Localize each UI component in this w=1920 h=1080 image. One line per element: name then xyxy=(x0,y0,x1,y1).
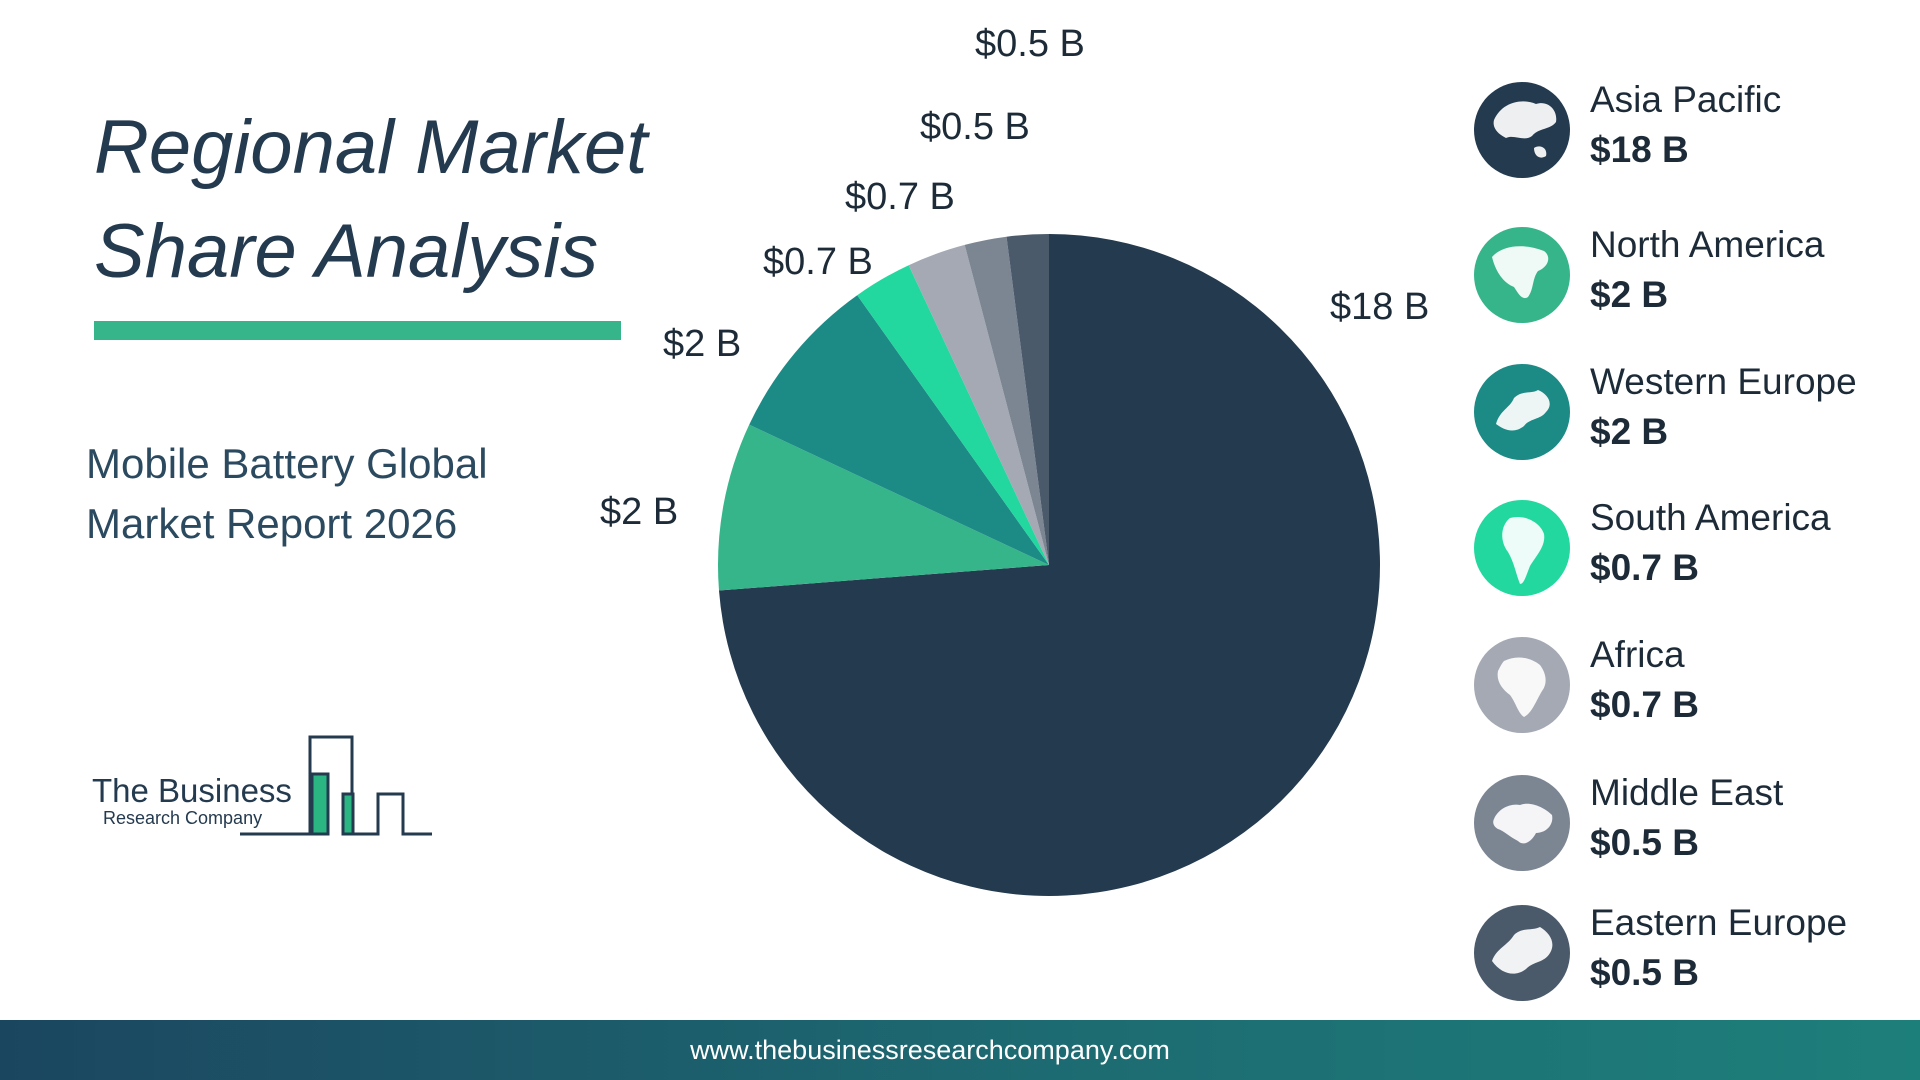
legend-value-eastern-europe: $0.5 B xyxy=(1590,952,1700,993)
legend-item-eastern-europe: Eastern Europe $0.5 B xyxy=(1472,901,1912,1011)
legend-value-north-america: $2 B xyxy=(1590,274,1669,315)
legend-name-south-america: South America xyxy=(1590,497,1831,538)
pie-slice-south-america xyxy=(857,265,1049,565)
slice-label-western-europe: $2 B xyxy=(663,323,742,365)
legend-item-north-america: North America $2 B xyxy=(1472,223,1912,333)
legend-value-middle-east: $0.5 B xyxy=(1590,822,1700,863)
legend-name-eastern-europe: Eastern Europe xyxy=(1590,902,1848,943)
legend-name-middle-east: Middle East xyxy=(1590,772,1784,813)
slice-label-middle-east: $0.5 B xyxy=(920,106,1030,148)
legend-item-asia-pacific: Asia Pacific $18 B xyxy=(1472,78,1912,188)
subtitle-line-2: Market Report 2026 xyxy=(86,500,458,547)
pie-slice-eastern-europe xyxy=(1006,234,1049,565)
legend-name-north-america: North America xyxy=(1590,224,1825,265)
pie-slice-western-europe xyxy=(749,295,1049,565)
slice-label-asia-pacific: $18 B xyxy=(1330,286,1430,328)
subtitle-line-1: Mobile Battery Global xyxy=(86,440,488,487)
north-america-map-icon xyxy=(1474,227,1570,323)
legend-name-asia-pacific: Asia Pacific xyxy=(1590,79,1782,120)
legend-name-africa: Africa xyxy=(1590,634,1685,675)
asia-pacific-map-icon xyxy=(1474,82,1570,178)
pie-chart xyxy=(718,234,1380,896)
logo-tagline: Research Company xyxy=(103,808,263,828)
report-subtitle: Mobile Battery Global Market Report 2026 xyxy=(86,434,606,554)
company-logo: The Business Research Company xyxy=(92,732,432,842)
western-europe-map-icon xyxy=(1474,364,1570,460)
south-america-map-icon xyxy=(1474,500,1570,596)
eastern-europe-map-icon xyxy=(1474,905,1570,1001)
slice-label-north-america: $2 B xyxy=(600,491,679,533)
slice-label-eastern-europe: $0.5 B xyxy=(975,23,1085,65)
pie-slice-middle-east xyxy=(964,236,1049,565)
legend-item-western-europe: Western Europe $2 B xyxy=(1472,360,1912,470)
middle-east-map-icon xyxy=(1474,775,1570,871)
footer-bar: www.thebusinessresearchcompany.com xyxy=(0,1020,1920,1080)
footer-url[interactable]: www.thebusinessresearchcompany.com xyxy=(690,1035,1170,1065)
title-accent-bar xyxy=(94,321,621,340)
slice-label-south-america: $0.7 B xyxy=(763,241,873,283)
logo-name: The Business xyxy=(92,772,292,809)
africa-map-icon xyxy=(1474,637,1570,733)
pie-slice-north-america xyxy=(718,424,1049,591)
title-line-2: Share Analysis xyxy=(94,209,599,294)
legend-value-western-europe: $2 B xyxy=(1590,411,1669,452)
page-title: Regional Market Share Analysis xyxy=(94,96,694,304)
legend-value-africa: $0.7 B xyxy=(1590,684,1700,725)
legend-value-asia-pacific: $18 B xyxy=(1590,129,1689,170)
legend-item-south-america: South America $0.7 B xyxy=(1472,496,1912,606)
slice-label-africa: $0.7 B xyxy=(845,176,955,218)
legend-name-western-europe: Western Europe xyxy=(1590,361,1857,402)
legend-value-south-america: $0.7 B xyxy=(1590,547,1700,588)
pie-slice-asia-pacific xyxy=(718,234,1380,896)
legend-item-middle-east: Middle East $0.5 B xyxy=(1472,771,1912,881)
legend-item-africa: Africa $0.7 B xyxy=(1472,633,1912,743)
pie-slice-africa xyxy=(908,244,1049,565)
logo-bars-icon xyxy=(240,735,432,836)
title-line-1: Regional Market xyxy=(94,105,648,190)
